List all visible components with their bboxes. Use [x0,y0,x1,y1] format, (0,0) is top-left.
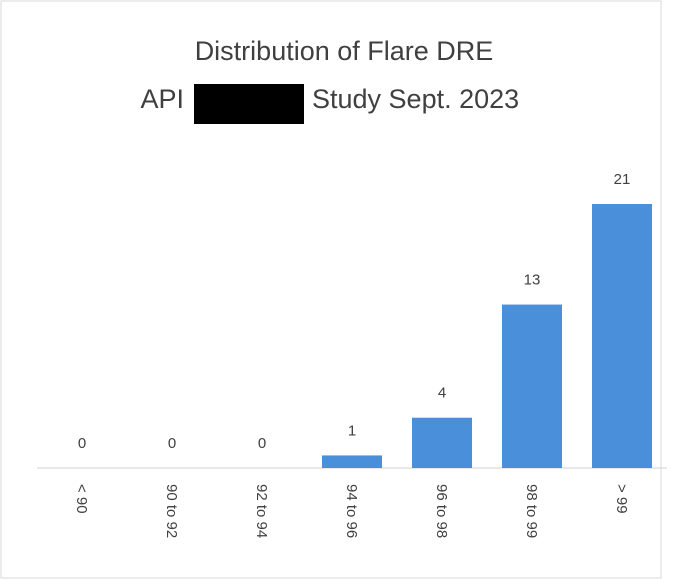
chart-title: Distribution of Flare DRE [195,36,494,66]
data-label: 0 [168,435,176,452]
data-label: 4 [438,385,446,402]
bar [412,417,472,468]
data-label: 13 [524,272,541,289]
x-tick-label: 92 to 94 [253,484,270,538]
bar [592,204,652,468]
x-tick-label: 96 to 98 [433,484,450,538]
chart-subtitle: Study Sept. 2023 [312,84,519,114]
x-tick-label: < 90 [73,484,90,514]
redaction [194,84,304,124]
data-label: 0 [78,435,86,452]
chart-border [0,0,662,579]
data-label: 21 [614,171,631,188]
data-label: 1 [348,422,356,439]
bar [502,304,562,468]
x-tick-label: > 99 [613,484,630,514]
x-tick-label: 98 to 99 [523,484,540,538]
x-tick-label: 90 to 92 [163,484,180,538]
chart-subtitle: API [140,84,184,114]
data-label: 0 [258,435,266,452]
bar [322,455,382,468]
x-tick-label: 94 to 96 [343,484,360,538]
